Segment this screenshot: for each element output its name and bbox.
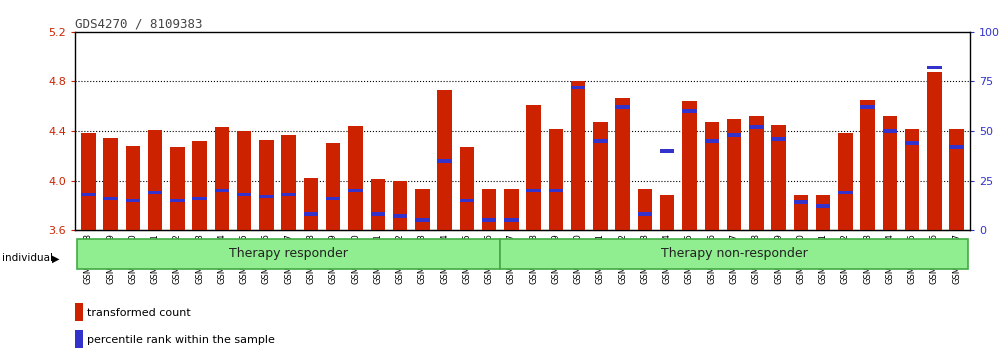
Bar xyxy=(526,105,541,230)
FancyBboxPatch shape xyxy=(500,239,968,269)
Bar xyxy=(482,189,496,230)
Bar xyxy=(682,101,697,230)
Bar xyxy=(148,130,162,230)
Bar xyxy=(593,139,608,143)
Bar xyxy=(103,138,118,230)
Bar xyxy=(326,196,340,200)
Bar xyxy=(304,178,318,230)
Bar xyxy=(103,196,118,200)
Text: Therapy non-responder: Therapy non-responder xyxy=(661,247,807,260)
Bar xyxy=(615,98,630,230)
Bar xyxy=(905,141,919,145)
FancyBboxPatch shape xyxy=(77,239,500,269)
Bar xyxy=(771,137,786,141)
Bar xyxy=(148,190,162,194)
Bar xyxy=(705,122,719,230)
Bar xyxy=(482,218,496,222)
Text: GDS4270 / 8109383: GDS4270 / 8109383 xyxy=(75,18,202,31)
Bar xyxy=(504,218,519,222)
Bar xyxy=(304,212,318,216)
Bar xyxy=(460,199,474,202)
Bar xyxy=(883,116,897,230)
Bar xyxy=(727,133,741,137)
Bar xyxy=(927,72,942,230)
Bar xyxy=(192,196,207,200)
Bar xyxy=(504,189,519,230)
Bar xyxy=(749,125,764,129)
Bar xyxy=(705,139,719,143)
Bar xyxy=(415,189,430,230)
Bar xyxy=(838,133,853,230)
Text: Therapy responder: Therapy responder xyxy=(229,247,348,260)
Bar xyxy=(549,189,563,192)
Bar xyxy=(348,126,363,230)
Text: percentile rank within the sample: percentile rank within the sample xyxy=(87,335,275,345)
Bar xyxy=(81,193,96,196)
Bar xyxy=(415,218,430,222)
Bar xyxy=(794,195,808,230)
Bar xyxy=(638,189,652,230)
Bar xyxy=(949,145,964,149)
Bar xyxy=(571,81,585,230)
Text: individual: individual xyxy=(2,253,53,263)
Bar xyxy=(860,100,875,230)
Bar xyxy=(437,159,452,162)
Bar xyxy=(816,195,830,230)
Bar xyxy=(81,133,96,230)
Bar xyxy=(259,140,274,230)
Bar xyxy=(126,199,140,202)
Bar xyxy=(348,189,363,192)
Bar xyxy=(170,199,185,202)
Bar xyxy=(460,147,474,230)
Bar xyxy=(393,181,407,230)
Bar xyxy=(215,127,229,230)
Bar xyxy=(771,125,786,230)
Bar xyxy=(281,193,296,196)
Bar xyxy=(237,193,251,196)
Bar xyxy=(192,141,207,230)
Bar xyxy=(75,330,83,348)
Bar xyxy=(571,86,585,89)
Text: transformed count: transformed count xyxy=(87,308,191,318)
Bar xyxy=(170,147,185,230)
Bar xyxy=(215,189,229,192)
Bar xyxy=(75,303,83,321)
Text: ▶: ▶ xyxy=(52,253,60,263)
Bar xyxy=(682,109,697,113)
Bar xyxy=(371,212,385,216)
Bar xyxy=(749,116,764,230)
Bar xyxy=(371,179,385,230)
Bar xyxy=(281,135,296,230)
Bar xyxy=(526,189,541,192)
Bar xyxy=(660,195,674,230)
Bar xyxy=(838,190,853,194)
Bar xyxy=(660,149,674,153)
Bar xyxy=(549,129,563,230)
Bar xyxy=(860,105,875,109)
Bar xyxy=(816,205,830,208)
Bar xyxy=(949,129,964,230)
Bar xyxy=(326,143,340,230)
Bar xyxy=(237,131,251,230)
Bar xyxy=(927,66,942,69)
Bar xyxy=(126,146,140,230)
Bar xyxy=(638,212,652,216)
Bar xyxy=(593,122,608,230)
Bar xyxy=(259,195,274,198)
Bar xyxy=(883,129,897,133)
Bar xyxy=(905,129,919,230)
Bar xyxy=(794,200,808,204)
Bar xyxy=(727,119,741,230)
Bar xyxy=(393,215,407,218)
Bar xyxy=(437,90,452,230)
Bar xyxy=(615,105,630,109)
